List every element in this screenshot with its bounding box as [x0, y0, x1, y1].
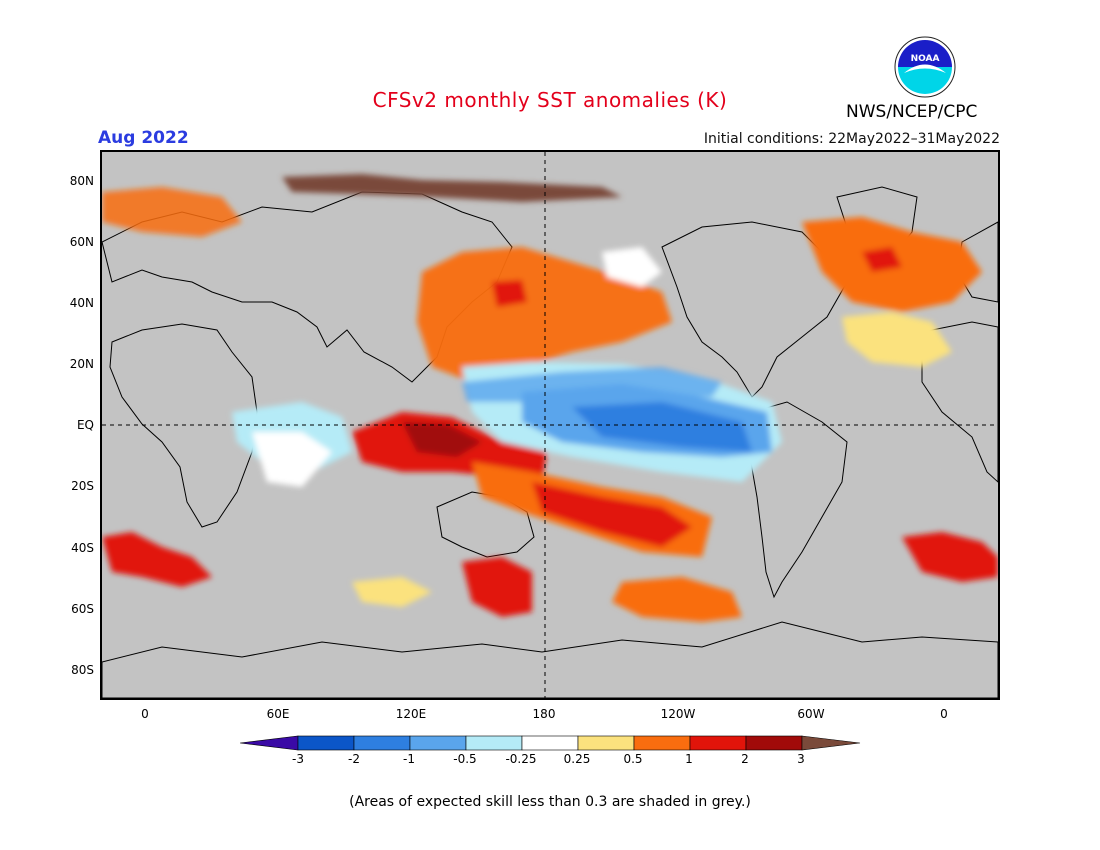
legend-level: -3: [292, 752, 304, 766]
eurasia-outline: [102, 191, 513, 383]
arctic-strong-warm: [282, 174, 622, 202]
nino-cold-strong: [572, 402, 752, 452]
southern-ocean-west: [102, 532, 212, 587]
skill-note: (Areas of expected skill less than 0.3 a…: [349, 794, 751, 810]
legend-level: 0.25: [563, 752, 591, 766]
southern-ocean-pacific: [612, 577, 742, 622]
southern-yellow: [352, 577, 432, 607]
legend-level: -2: [348, 752, 360, 766]
legend-swatch: [353, 735, 411, 751]
lat-label: 20N: [69, 357, 94, 371]
north-atlantic-yellow: [842, 312, 952, 367]
africa-west-wrap-outline: [921, 321, 998, 483]
legend-level: -0.25: [505, 752, 537, 766]
legend-level: 3: [797, 752, 805, 766]
lat-label: EQ: [76, 418, 94, 432]
initial-conditions: Initial conditions: 22May2022–31May2022: [703, 131, 1000, 147]
lon-label: 60W: [797, 707, 825, 721]
lat-label: 40N: [69, 296, 94, 310]
lat-label: 80S: [71, 663, 94, 677]
valid-month: Aug 2022: [98, 128, 189, 148]
lon-label: 0: [940, 707, 948, 721]
lat-label: 40S: [71, 541, 94, 555]
legend-swatch: [577, 735, 635, 751]
southern-ocean-indian: [462, 557, 532, 617]
sst-anomaly-map: [100, 150, 1000, 700]
lat-label: 80N: [69, 174, 94, 188]
arctic-warm-orange: [102, 187, 242, 237]
north-pacific-cold-band: [462, 367, 722, 402]
lon-label: 0: [141, 707, 149, 721]
legend-arrow-high: [801, 735, 861, 751]
svg-text:NOAA: NOAA: [911, 54, 940, 64]
legend-level: -0.5: [453, 752, 477, 766]
lon-label: 120W: [660, 707, 696, 721]
lon-label: 60E: [266, 707, 290, 721]
legend-level: 2: [741, 752, 749, 766]
map-title: CFSv2 monthly SST anomalies (K): [372, 88, 728, 112]
legend-swatch: [689, 735, 747, 751]
legend-level: -1: [403, 752, 415, 766]
antarctica-outline: [102, 621, 998, 698]
lat-label: 60S: [71, 602, 94, 616]
lon-label: 120E: [395, 707, 427, 721]
legend-level: 0.5: [623, 752, 643, 766]
map-svg: [102, 152, 998, 698]
lon-label: 180: [532, 707, 556, 721]
noaa-logo: NOAA: [894, 36, 956, 98]
north-atlantic-red: [862, 247, 902, 272]
legend-swatch: [297, 735, 355, 751]
lat-label: 60N: [69, 235, 94, 249]
warm-pool-dark: [402, 422, 482, 457]
legend-swatch: [633, 735, 691, 751]
indian-ocean-white: [252, 432, 332, 487]
south-pacific-red-core: [532, 482, 692, 547]
legend-swatch: [745, 735, 803, 751]
legend-arrow-low: [240, 735, 299, 751]
color-legend: [240, 735, 861, 751]
legend-level: 1: [685, 752, 693, 766]
kuroshio-red: [492, 280, 527, 307]
lat-label: 20S: [71, 479, 94, 493]
north-pacific-white: [602, 247, 662, 287]
south-america-outline: [749, 401, 848, 599]
legend-swatch: [521, 735, 579, 751]
agency-label: NWS/NCEP/CPC: [846, 102, 978, 122]
north-america-outline: [661, 221, 848, 398]
legend-swatch: [409, 735, 467, 751]
southern-ocean-atlantic: [902, 532, 998, 582]
legend-swatch: [465, 735, 523, 751]
